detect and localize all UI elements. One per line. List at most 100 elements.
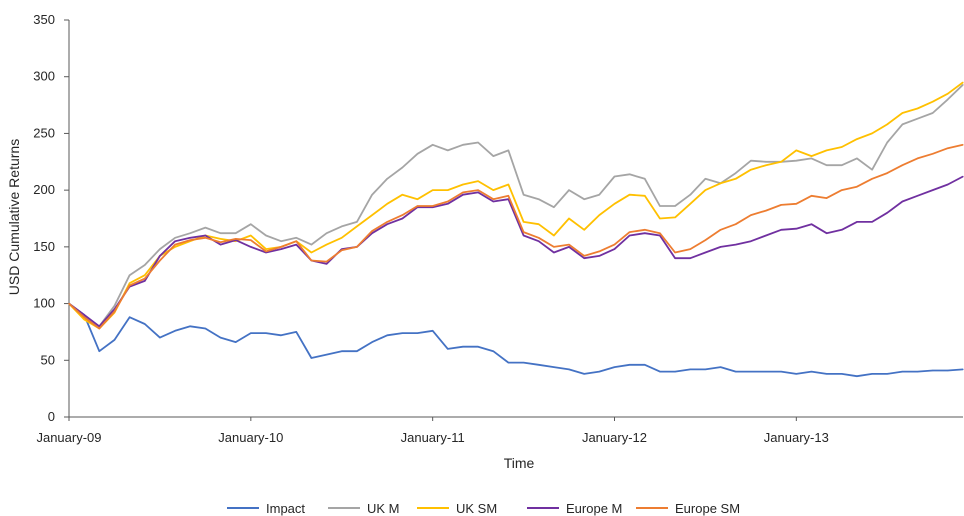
- y-tick-label: 100: [33, 296, 55, 311]
- data-point: [235, 341, 237, 343]
- data-point: [295, 331, 297, 333]
- data-point: [174, 330, 176, 332]
- data-point: [962, 144, 964, 146]
- data-point: [159, 259, 161, 262]
- legend-label: Europe SM: [675, 501, 740, 516]
- data-point: [265, 234, 267, 237]
- data-point: [416, 153, 419, 155]
- data-point: [432, 330, 434, 332]
- data-point: [629, 234, 631, 237]
- data-point: [462, 144, 464, 146]
- data-point: [886, 172, 888, 174]
- y-tick-label: 250: [33, 125, 55, 140]
- data-point: [568, 368, 570, 370]
- data-point: [826, 373, 828, 375]
- data-point: [492, 350, 494, 352]
- data-point: [901, 371, 904, 373]
- data-point: [583, 198, 585, 200]
- y-tick-label: 0: [48, 409, 55, 424]
- data-point: [401, 194, 403, 196]
- data-point: [295, 244, 297, 246]
- data-point: [68, 303, 70, 305]
- data-point: [432, 205, 434, 207]
- data-point: [204, 327, 206, 330]
- data-point: [523, 362, 525, 364]
- data-point: [371, 341, 373, 343]
- data-point: [871, 373, 873, 375]
- data-point: [83, 318, 85, 321]
- data-point: [765, 161, 767, 163]
- data-point: [523, 221, 525, 223]
- data-point: [507, 149, 509, 151]
- data-point: [174, 244, 176, 246]
- data-point: [462, 194, 464, 196]
- data-point: [750, 371, 752, 373]
- data-point: [674, 371, 676, 373]
- data-point: [159, 255, 161, 257]
- data-point: [901, 112, 904, 114]
- data-point: [613, 244, 616, 246]
- data-point: [326, 263, 328, 265]
- data-point: [810, 157, 813, 159]
- data-point: [98, 327, 100, 330]
- data-point: [856, 157, 858, 159]
- data-point: [568, 246, 570, 248]
- data-point: [613, 203, 616, 205]
- data-point: [856, 221, 858, 223]
- data-point: [462, 191, 464, 193]
- series-line: [68, 175, 964, 328]
- data-point: [780, 229, 782, 231]
- data-point: [629, 194, 631, 196]
- data-point: [326, 232, 328, 234]
- data-point: [523, 234, 525, 237]
- data-point: [189, 239, 191, 241]
- data-point: [644, 178, 646, 180]
- data-point: [553, 366, 555, 368]
- legend-item: UK M: [328, 501, 400, 516]
- data-point: [659, 232, 661, 234]
- data-point: [129, 316, 131, 318]
- data-point: [886, 123, 888, 125]
- data-point: [659, 234, 661, 237]
- data-point: [810, 155, 813, 157]
- legend-item: UK SM: [417, 501, 497, 516]
- data-point: [553, 246, 555, 248]
- data-point: [841, 373, 843, 375]
- data-point: [538, 364, 540, 366]
- data-point: [780, 371, 782, 373]
- data-point: [386, 203, 388, 205]
- data-point: [932, 153, 934, 155]
- data-point: [250, 332, 252, 334]
- data-point: [901, 200, 904, 203]
- data-point: [962, 175, 964, 178]
- data-point: [432, 189, 434, 191]
- data-point: [629, 364, 631, 366]
- data-point: [356, 246, 358, 248]
- data-point: [477, 191, 479, 193]
- data-point: [310, 244, 312, 246]
- data-point: [916, 195, 919, 197]
- y-tick-label: 350: [33, 12, 55, 27]
- data-point: [477, 141, 479, 144]
- data-point: [841, 229, 843, 231]
- data-point: [720, 182, 722, 184]
- data-point: [492, 155, 494, 157]
- data-point: [477, 180, 479, 182]
- data-point: [462, 346, 464, 348]
- data-point: [265, 250, 267, 252]
- data-point: [613, 175, 616, 178]
- data-point: [204, 227, 206, 229]
- data-point: [447, 149, 449, 151]
- y-axis-title: USD Cumulative Returns: [6, 139, 22, 295]
- data-point: [386, 221, 388, 223]
- y-tick-label: 50: [41, 352, 55, 367]
- data-point: [386, 178, 388, 180]
- data-point: [553, 251, 555, 254]
- data-point: [371, 230, 373, 232]
- data-point: [765, 164, 767, 166]
- data-point: [583, 373, 585, 375]
- data-point: [704, 368, 707, 370]
- y-tick-label: 150: [33, 239, 55, 254]
- data-point: [704, 239, 707, 241]
- data-point: [280, 334, 282, 336]
